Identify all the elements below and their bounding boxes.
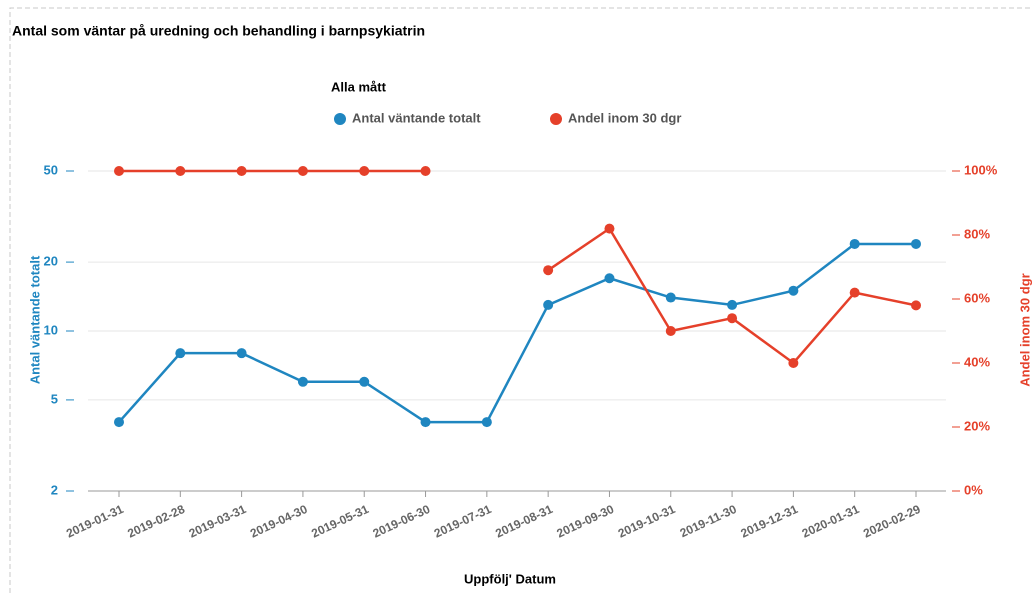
x-axis-label: Uppfölj' Datum: [464, 571, 556, 586]
x-tick-label: 2019-07-31: [432, 502, 494, 541]
y-tick-label: 5: [51, 391, 58, 406]
data-point: [849, 238, 860, 249]
x-tick-label: 2019-05-31: [309, 502, 371, 541]
x-tick-label: 2019-06-30: [371, 502, 433, 541]
y2-tick-label: 80%: [964, 226, 990, 241]
x-tick-label: 2019-01-31: [64, 502, 126, 541]
data-point: [911, 238, 921, 249]
x-tick-label: 2019-08-31: [493, 502, 555, 541]
data-point: [727, 313, 738, 324]
y-tick-label: 20: [44, 254, 58, 269]
frame: [9, 7, 1033, 593]
x-tick-label: 2020-02-29: [861, 502, 923, 541]
legend-marker: [550, 113, 562, 125]
x-tick-label: 2019-12-31: [738, 502, 800, 541]
x-tick-label: 2019-11-30: [678, 502, 739, 540]
data-point: [236, 166, 247, 176]
x-tick-label: 2019-02-28: [125, 502, 187, 541]
y2-axis-label: Andel inom 30 dgr: [1017, 273, 1032, 386]
series-line: [119, 169, 917, 365]
legend-label: Andel inom 30 dgr: [568, 110, 681, 125]
y2-tick-label: 20%: [964, 418, 990, 433]
y-tick-label: 2: [51, 482, 58, 497]
data-point: [665, 326, 676, 336]
data-point: [114, 166, 124, 176]
chart-title: Antal som väntar på uredning och behandl…: [12, 23, 425, 39]
data-point: [849, 287, 860, 298]
data-point: [727, 299, 738, 310]
legend-title: Alla mått: [331, 79, 387, 94]
legend-marker: [334, 113, 346, 125]
x-tick-label: 2019-03-31: [187, 502, 249, 541]
data-point: [543, 265, 554, 276]
data-point: [481, 417, 492, 428]
y2-tick-label: 100%: [964, 162, 998, 177]
data-point: [604, 273, 615, 284]
data-point: [359, 376, 370, 387]
data-point: [788, 285, 799, 296]
series-line: [118, 242, 916, 424]
data-point: [359, 166, 370, 176]
y2-tick-label: 60%: [964, 290, 990, 305]
data-point: [420, 166, 431, 176]
y-tick-label: 10: [44, 322, 58, 337]
x-tick-label: 2020-01-31: [800, 502, 862, 541]
x-tick-label: 2019-04-30: [248, 502, 310, 541]
data-point: [175, 348, 186, 359]
data-point: [175, 166, 186, 176]
data-point: [911, 300, 921, 311]
y-tick-label: 50: [44, 162, 58, 177]
y2-tick-label: 0%: [964, 482, 983, 497]
data-point: [543, 299, 554, 310]
data-point: [297, 166, 308, 176]
data-point: [420, 417, 431, 428]
x-tick-label: 2019-09-30: [555, 502, 617, 541]
data-point: [665, 292, 676, 303]
data-point: [297, 376, 308, 387]
data-point: [788, 358, 799, 368]
x-tick-label: 2019-10-31: [616, 502, 678, 541]
legend-label: Antal väntande totalt: [352, 110, 481, 125]
data-point: [114, 417, 124, 428]
data-point: [236, 348, 247, 359]
y2-tick-label: 40%: [964, 354, 990, 369]
y-axis-label: Antal väntande totalt: [27, 255, 42, 384]
data-point: [604, 223, 615, 234]
